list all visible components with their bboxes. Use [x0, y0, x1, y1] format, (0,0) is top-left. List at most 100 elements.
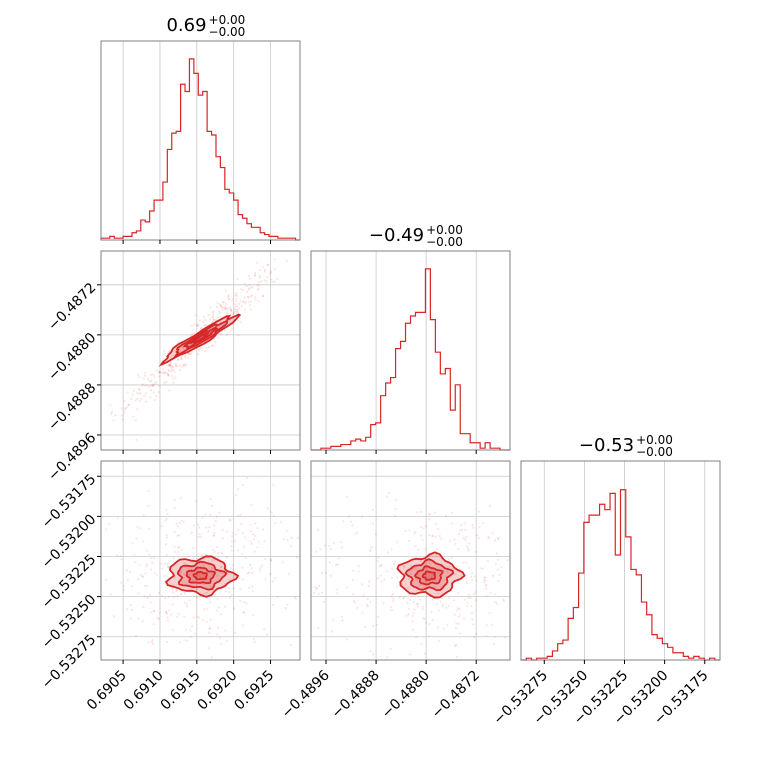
sample-point [152, 623, 155, 626]
sample-point [165, 517, 169, 520]
sample-point [464, 538, 467, 542]
sample-point [155, 395, 158, 398]
sample-point [437, 592, 440, 595]
sample-point [203, 323, 206, 327]
sample-point [216, 597, 219, 600]
sample-point [192, 524, 195, 527]
sample-point [328, 544, 331, 548]
sample-point [209, 585, 213, 589]
sample-point [390, 609, 393, 612]
sample-point [453, 573, 456, 576]
sample-point [169, 361, 172, 364]
sample-point [173, 595, 176, 599]
sample-point [207, 313, 210, 317]
sample-point [209, 318, 212, 321]
sample-point [234, 302, 237, 306]
sample-point [341, 619, 344, 622]
sample-point [129, 603, 132, 607]
sample-point [142, 540, 145, 543]
sample-point [245, 285, 248, 288]
sample-point [219, 304, 222, 307]
sample-point [203, 563, 206, 566]
x-tick-label-param-0: 0.6925 [231, 668, 277, 714]
sample-point [178, 364, 181, 367]
sample-point [496, 537, 500, 541]
sample-point [212, 524, 216, 527]
sample-point [416, 548, 420, 552]
sample-point [250, 567, 253, 570]
sample-point [332, 618, 335, 621]
title-param-1: −0.49 [369, 225, 424, 246]
sample-point [437, 626, 440, 629]
sample-point [217, 606, 221, 609]
sample-point [258, 275, 261, 278]
axes-frame-1-0 [100, 250, 301, 451]
sample-point [356, 606, 359, 609]
sample-point [180, 592, 183, 596]
sample-point [172, 368, 175, 371]
sample-point [257, 541, 260, 544]
sample-point [320, 571, 323, 575]
sample-point [227, 295, 230, 298]
sample-point [413, 532, 416, 535]
sample-point [205, 526, 208, 529]
sample-point [144, 392, 148, 395]
sample-point [371, 522, 375, 525]
sample-point [422, 617, 425, 620]
sample-point [120, 407, 123, 410]
sample-point [235, 494, 238, 497]
sample-point [403, 565, 406, 568]
sample-point [197, 573, 200, 576]
sample-point [372, 653, 375, 656]
sample-point [176, 595, 179, 598]
sample-point [462, 561, 465, 564]
sample-point [165, 611, 168, 614]
sample-point [469, 596, 472, 600]
sample-point [250, 530, 253, 533]
sample-point [141, 575, 145, 579]
sample-point [395, 585, 398, 588]
sample-point [324, 571, 327, 575]
sample-point [146, 549, 149, 552]
sample-point [431, 534, 434, 538]
sample-point [146, 596, 149, 599]
sample-point [447, 596, 450, 599]
sample-point [182, 363, 185, 366]
sample-point [395, 498, 398, 501]
sample-point [382, 602, 385, 605]
sample-point [250, 294, 254, 297]
sample-point [201, 346, 204, 349]
sample-point [141, 384, 144, 387]
sample-point [187, 352, 190, 356]
sample-point [207, 530, 210, 533]
sample-point [316, 528, 320, 532]
sample-point [219, 321, 222, 324]
sample-point [261, 295, 264, 298]
sample-point [180, 548, 183, 552]
sample-point [173, 506, 176, 510]
sample-point [214, 340, 217, 344]
sample-point [169, 364, 172, 367]
histogram-param-0 [100, 58, 300, 241]
sample-point [466, 601, 469, 604]
sample-point [243, 301, 246, 304]
sample-point [276, 595, 279, 598]
sample-point [190, 588, 194, 591]
sample-point [216, 305, 219, 308]
sample-point [143, 595, 146, 598]
sample-point [209, 306, 212, 309]
sample-point [140, 397, 143, 400]
sample-point [254, 522, 257, 525]
sample-point [437, 571, 440, 575]
sample-point [208, 346, 211, 349]
sample-point [398, 596, 401, 599]
sample-point [177, 550, 180, 553]
sample-point [479, 567, 482, 570]
sample-point [420, 643, 423, 646]
sample-point [189, 352, 192, 355]
sample-point [144, 572, 147, 575]
sample-point [251, 571, 254, 575]
sample-point [279, 520, 282, 523]
sample-point [126, 579, 130, 582]
sample-point [394, 514, 397, 518]
